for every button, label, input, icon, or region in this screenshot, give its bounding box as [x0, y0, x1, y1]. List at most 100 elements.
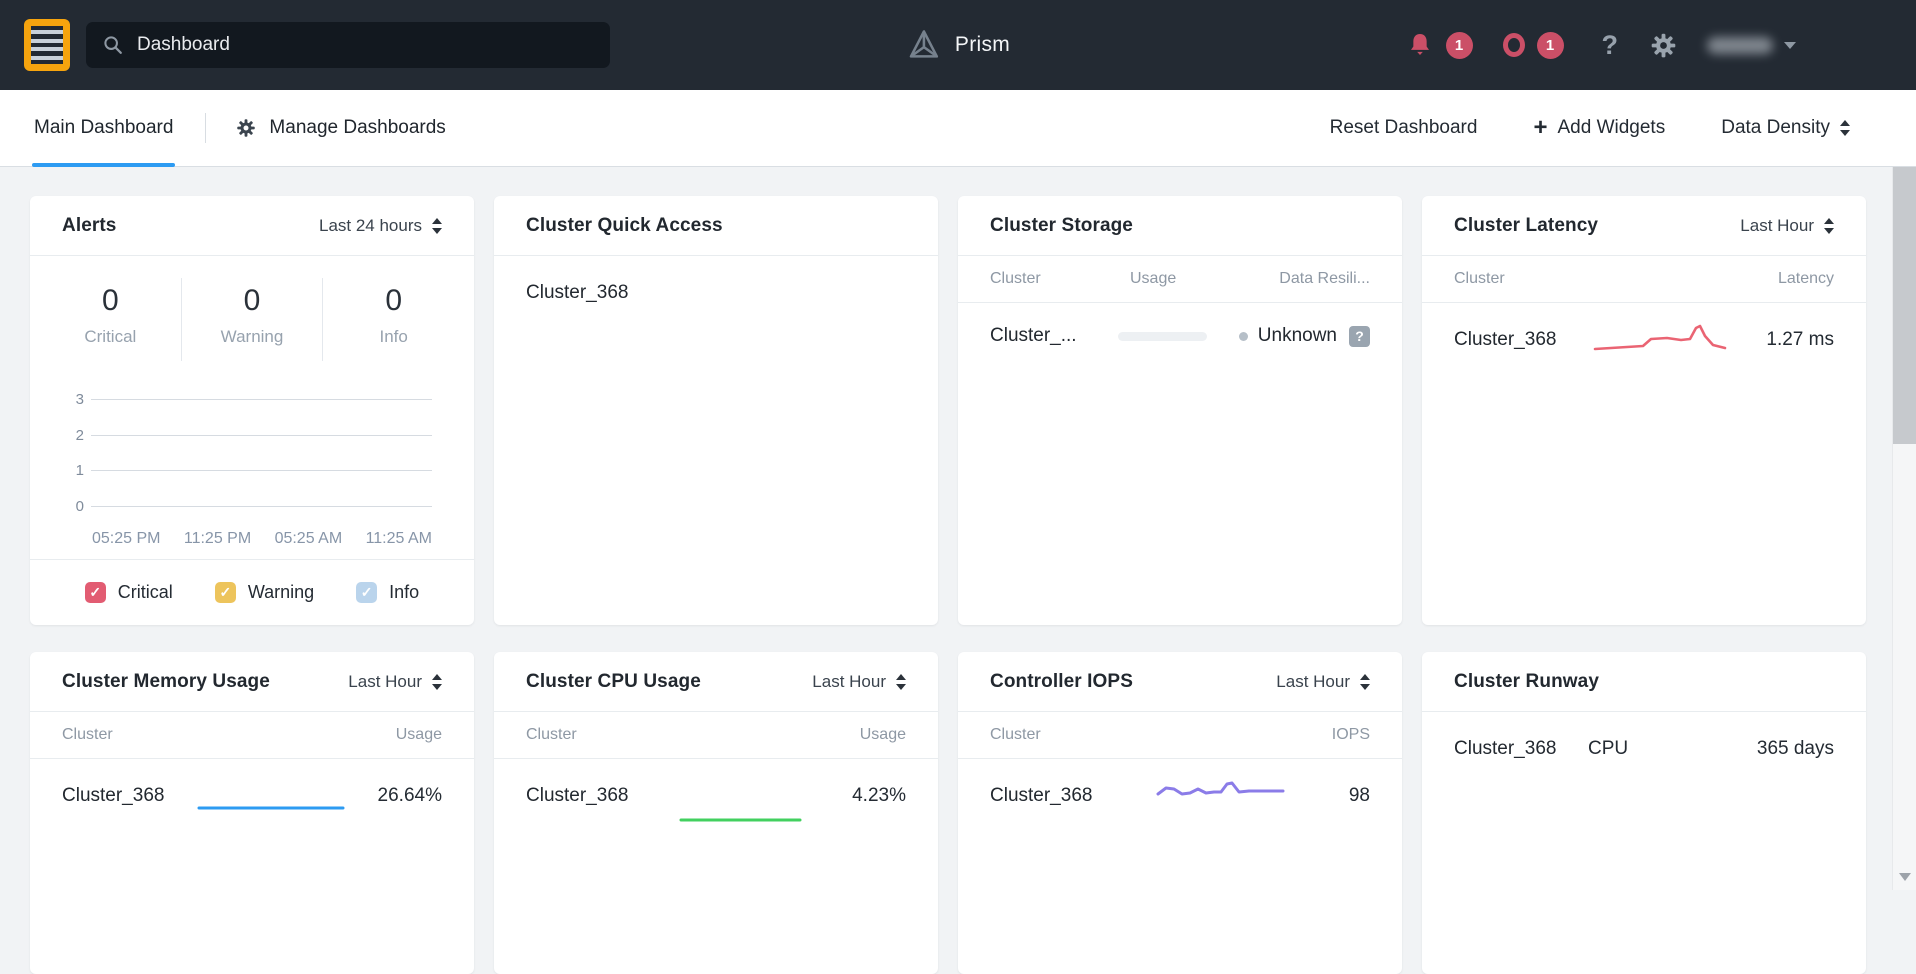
checkbox-info[interactable]: [356, 582, 377, 603]
range-label: Last Hour: [1276, 672, 1350, 692]
search-input[interactable]: [137, 34, 594, 56]
resiliency-status: Unknown: [1258, 325, 1337, 347]
x-axis-label: 11:25 PM: [184, 530, 251, 548]
triangle-down-icon: [1899, 873, 1911, 881]
cluster-link[interactable]: Cluster_368: [990, 785, 1092, 807]
checkbox-warning[interactable]: [215, 582, 236, 603]
vertical-scrollbar[interactable]: [1892, 90, 1916, 890]
widget-controller-iops: Controller IOPS Last Hour Cluster IOPS C…: [958, 652, 1402, 974]
brand: Prism: [906, 0, 1010, 90]
memory-usage-line: [196, 804, 346, 812]
widget-title: Cluster CPU Usage: [526, 671, 701, 693]
column-cluster: Cluster: [62, 726, 113, 744]
memory-usage-value: 26.64%: [378, 785, 442, 807]
table-row: Cluster_368 4.23%: [494, 759, 938, 833]
reset-dashboard-button[interactable]: Reset Dashboard: [1330, 117, 1478, 139]
status-ring-icon[interactable]: [1503, 33, 1525, 57]
widget-cluster-quick-access: Cluster Quick Access Cluster_368: [494, 196, 938, 625]
table-row: Cluster_... Unknown ?: [958, 303, 1402, 369]
cluster-link[interactable]: Cluster_368: [1454, 736, 1566, 762]
cluster-link[interactable]: Cluster_368: [526, 785, 628, 807]
column-cluster: Cluster: [1454, 270, 1505, 288]
events-count-badge[interactable]: 1: [1537, 32, 1564, 59]
y-axis-label: 1: [58, 462, 84, 479]
sort-arrows-icon: [1840, 120, 1850, 136]
table-header: Cluster Usage Data Resili...: [958, 256, 1402, 303]
latency-range-selector[interactable]: Last Hour: [1740, 216, 1834, 236]
alerts-count-badge[interactable]: 1: [1446, 32, 1473, 59]
widget-title: Cluster Runway: [1454, 671, 1599, 693]
add-widgets-button[interactable]: + Add Widgets: [1533, 116, 1665, 140]
checkbox-critical[interactable]: [85, 582, 106, 603]
y-axis-label: 0: [58, 498, 84, 515]
search-icon: [102, 34, 124, 56]
tab-manage-label: Manage Dashboards: [269, 117, 445, 139]
table-row: Cluster_368 98: [958, 759, 1402, 833]
alerts-summary: 0 Critical 0 Warning 0 Info: [40, 278, 464, 361]
cluster-link[interactable]: Cluster_368: [1454, 329, 1556, 351]
stat-critical: 0 Critical: [40, 278, 181, 361]
data-density-button[interactable]: Data Density: [1721, 117, 1850, 139]
gear-icon: [236, 118, 256, 138]
cpu-range-selector[interactable]: Last Hour: [812, 672, 906, 692]
data-density-label: Data Density: [1721, 117, 1830, 139]
bell-icon[interactable]: [1406, 31, 1434, 59]
widget-cluster-cpu-usage: Cluster CPU Usage Last Hour Cluster Usag…: [494, 652, 938, 974]
cluster-link[interactable]: Cluster_...: [990, 325, 1118, 347]
user-menu[interactable]: [1707, 37, 1796, 54]
column-cluster: Cluster: [990, 270, 1130, 288]
widget-title: Cluster Latency: [1454, 215, 1598, 237]
sort-arrows-icon: [1824, 218, 1834, 234]
usage-progress-bar: [1118, 332, 1207, 341]
iops-sparkline: [1155, 776, 1287, 808]
tab-main-dashboard[interactable]: Main Dashboard: [32, 90, 175, 166]
help-button[interactable]: ?: [1602, 30, 1619, 61]
column-usage: Usage: [860, 726, 906, 744]
search-box[interactable]: [86, 22, 610, 68]
user-name-redacted: [1707, 37, 1773, 54]
tab-manage-dashboards[interactable]: Manage Dashboards: [236, 90, 445, 166]
widget-title: Alerts: [62, 215, 116, 237]
cluster-link[interactable]: Cluster_368: [62, 785, 164, 807]
gridline: [91, 435, 432, 436]
widget-cluster-storage: Cluster Storage Cluster Usage Data Resil…: [958, 196, 1402, 625]
info-label: Info: [323, 327, 464, 347]
x-axis-label: 05:25 PM: [92, 530, 160, 548]
range-label: Last 24 hours: [319, 216, 422, 236]
legend-item-warning: Warning: [215, 582, 314, 603]
alerts-legend: Critical Warning Info: [30, 559, 474, 625]
status-dot-icon: [1239, 332, 1248, 341]
runway-resource: CPU: [1588, 738, 1628, 760]
hamburger-menu-button[interactable]: [24, 19, 70, 71]
table-header: Cluster Usage: [494, 712, 938, 759]
range-label: Last Hour: [1740, 216, 1814, 236]
column-latency: Latency: [1778, 270, 1834, 288]
column-cluster: Cluster: [526, 726, 577, 744]
alerts-range-selector[interactable]: Last 24 hours: [319, 216, 442, 236]
latency-value: 1.27 ms: [1766, 329, 1834, 351]
widget-cluster-runway: Cluster Runway Cluster_368 CPU 365 days: [1422, 652, 1866, 974]
gridline: [91, 399, 432, 400]
legend-label: Critical: [118, 582, 173, 603]
cluster-link[interactable]: Cluster_368: [494, 256, 938, 330]
table-header: Cluster Latency: [1422, 256, 1866, 303]
gridline: [91, 470, 432, 471]
iops-range-selector[interactable]: Last Hour: [1276, 672, 1370, 692]
widget-title: Cluster Memory Usage: [62, 671, 270, 693]
widget-cluster-memory-usage: Cluster Memory Usage Last Hour Cluster U…: [30, 652, 474, 974]
memory-range-selector[interactable]: Last Hour: [348, 672, 442, 692]
legend-item-info: Info: [356, 582, 419, 603]
range-label: Last Hour: [348, 672, 422, 692]
reset-dashboard-label: Reset Dashboard: [1330, 117, 1478, 139]
scroll-down-button[interactable]: [1893, 864, 1916, 890]
plus-icon: +: [1533, 116, 1547, 140]
dashboard-tab-bar: Main Dashboard Manage Dashboards Reset D…: [0, 90, 1916, 167]
settings-button[interactable]: [1650, 32, 1677, 59]
x-axis-label: 11:25 AM: [366, 530, 432, 548]
info-count: 0: [323, 284, 464, 318]
widget-title: Cluster Storage: [990, 215, 1133, 237]
widget-title: Controller IOPS: [990, 671, 1133, 693]
help-badge-icon[interactable]: ?: [1349, 326, 1370, 347]
widget-title: Cluster Quick Access: [526, 215, 723, 237]
runway-value: 365 days: [1757, 738, 1834, 760]
